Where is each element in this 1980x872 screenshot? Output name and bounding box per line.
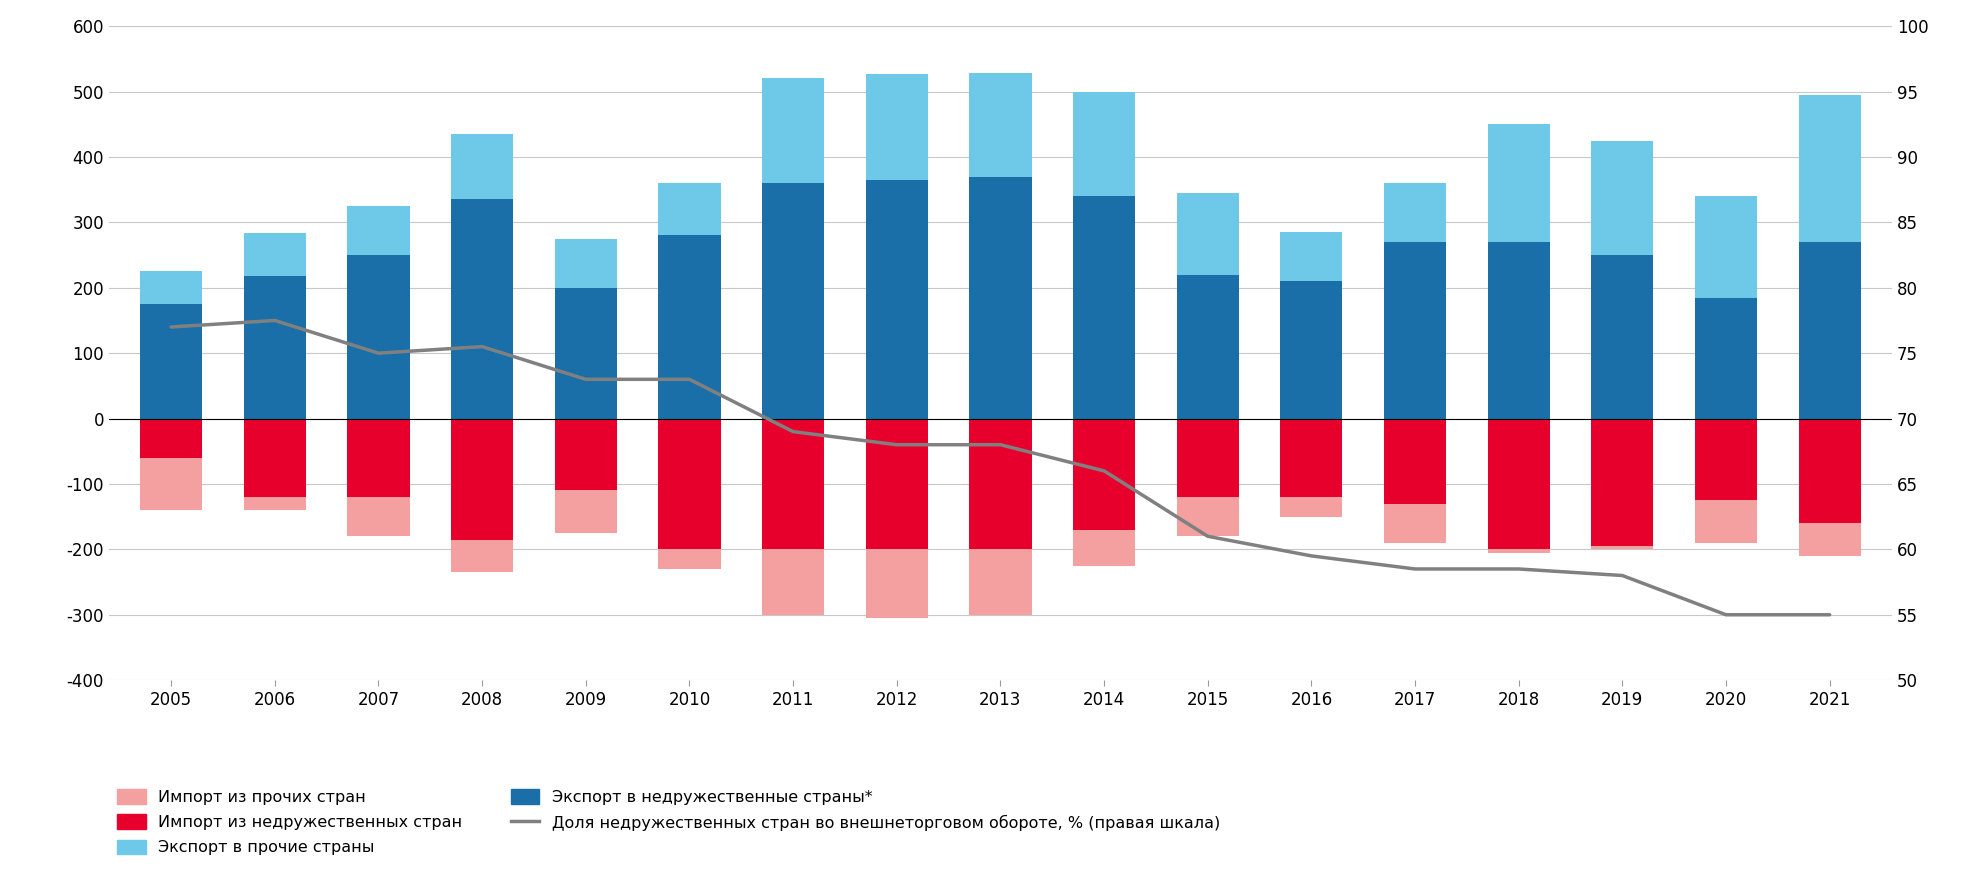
Bar [244,419,305,497]
Bar [141,271,202,304]
Bar [1487,419,1548,549]
Bar [1384,183,1445,242]
Bar [865,419,927,549]
Bar [141,304,202,419]
Bar [762,549,824,615]
Bar [1798,523,1859,556]
Bar [554,419,616,490]
Bar [1176,497,1238,536]
Bar [1384,419,1445,503]
Bar [1590,419,1653,546]
Bar [244,497,305,510]
Bar [1695,196,1756,297]
Bar [451,200,513,419]
Bar [1695,297,1756,419]
Bar [1279,497,1342,516]
Bar [657,549,721,569]
Bar [762,419,824,549]
Bar [244,276,305,419]
Bar [1073,529,1135,566]
Bar [968,549,1032,615]
Bar [554,288,616,419]
Bar [244,234,305,276]
Bar [346,497,410,536]
Bar [657,183,721,235]
Bar [1695,501,1756,542]
Bar [1073,196,1135,419]
Bar [1695,419,1756,501]
Bar [554,239,616,288]
Bar [1487,549,1548,553]
Bar [346,419,410,497]
Bar [1279,232,1342,281]
Bar [1073,419,1135,529]
Legend: Импорт из прочих стран, Импорт из недружественных стран, Экспорт в прочие страны: Импорт из прочих стран, Импорт из недруж… [117,789,1220,855]
Bar [657,419,721,549]
Bar [1176,275,1238,419]
Bar [865,549,927,618]
Bar [1384,242,1445,419]
Bar [451,419,513,540]
Bar [451,134,513,200]
Bar [1279,281,1342,419]
Bar [141,419,202,458]
Bar [1798,419,1859,523]
Bar [141,458,202,510]
Bar [1279,419,1342,497]
Bar [554,490,616,533]
Bar [865,180,927,419]
Bar [1487,242,1548,419]
Bar [1798,242,1859,419]
Bar [1176,193,1238,275]
Bar [1073,92,1135,196]
Bar [1590,255,1653,419]
Bar [1487,124,1548,242]
Bar [346,206,410,255]
Bar [451,540,513,572]
Bar [657,235,721,419]
Bar [1176,419,1238,497]
Bar [968,419,1032,549]
Bar [1590,546,1653,549]
Bar [346,255,410,419]
Bar [1798,95,1859,242]
Bar [968,176,1032,419]
Bar [968,73,1032,176]
Bar [1384,503,1445,542]
Bar [762,78,824,183]
Bar [762,183,824,419]
Bar [1590,140,1653,255]
Bar [865,74,927,180]
